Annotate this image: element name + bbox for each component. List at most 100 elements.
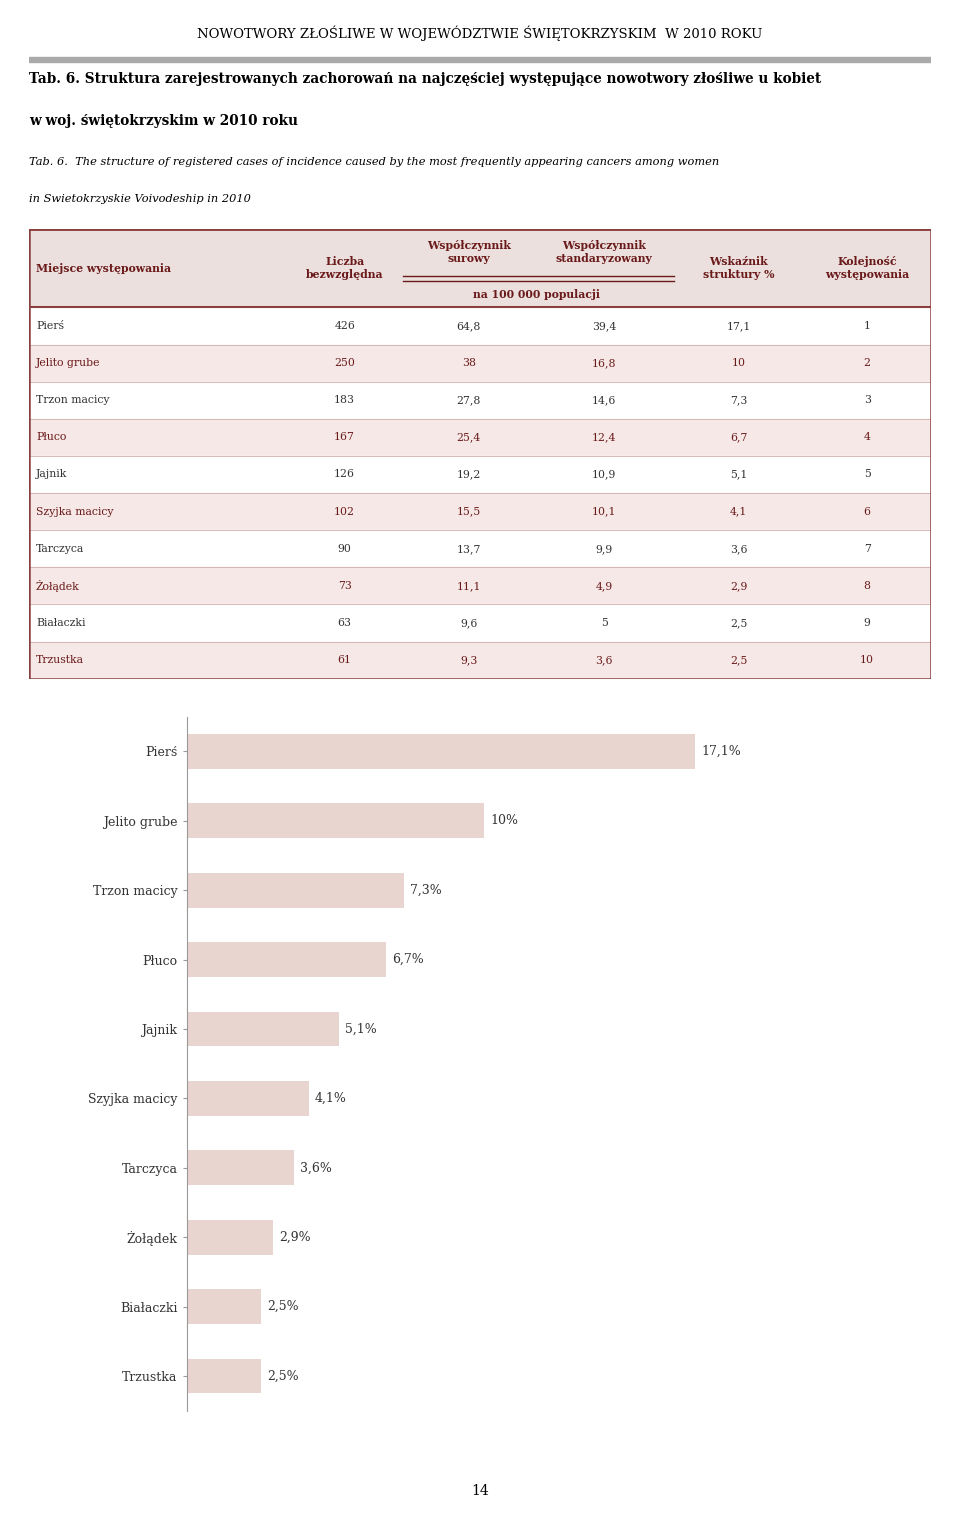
Text: 2: 2 <box>864 358 871 368</box>
Text: Wskaźnik
struktury %: Wskaźnik struktury % <box>703 256 775 281</box>
Text: 14,6: 14,6 <box>592 395 616 406</box>
Bar <box>29 493 931 531</box>
Bar <box>29 567 931 604</box>
Text: 90: 90 <box>338 544 351 554</box>
Text: 63: 63 <box>338 618 351 628</box>
Text: 250: 250 <box>334 358 355 368</box>
Text: 11,1: 11,1 <box>456 581 481 590</box>
Text: Miejsce występowania: Miejsce występowania <box>36 262 171 273</box>
Text: 13,7: 13,7 <box>457 544 481 554</box>
Text: 9,6: 9,6 <box>460 618 477 628</box>
Bar <box>29 642 931 679</box>
Text: 27,8: 27,8 <box>457 395 481 406</box>
Text: 126: 126 <box>334 470 355 479</box>
Text: Żołądek: Żołądek <box>36 580 80 592</box>
Text: 2,5%: 2,5% <box>268 1299 300 1313</box>
Text: NOWOTWORY ZŁOŚLIWE W WOJEWÓDZTWIE ŚWIĘTOKRZYSKIM  W 2010 ROKU: NOWOTWORY ZŁOŚLIWE W WOJEWÓDZTWIE ŚWIĘTO… <box>198 24 762 41</box>
Text: 17,1: 17,1 <box>727 322 751 331</box>
Text: 15,5: 15,5 <box>457 506 481 517</box>
Text: Trzon macicy: Trzon macicy <box>36 395 109 406</box>
Text: in Swietokrzyskie Voivodeship in 2010: in Swietokrzyskie Voivodeship in 2010 <box>29 194 251 204</box>
Text: Kolejność
występowania: Kolejność występowania <box>825 256 909 281</box>
Text: 10,1: 10,1 <box>591 506 616 517</box>
Text: Jajnik: Jajnik <box>36 470 67 479</box>
Text: 6: 6 <box>864 506 871 517</box>
Bar <box>187 1289 261 1324</box>
Text: 426: 426 <box>334 322 355 331</box>
Text: 12,4: 12,4 <box>592 433 616 442</box>
Text: 10: 10 <box>732 358 746 368</box>
Text: 73: 73 <box>338 581 351 590</box>
Text: 5,1: 5,1 <box>730 470 747 479</box>
Text: na 100 000 populacji: na 100 000 populacji <box>473 288 600 299</box>
Text: 3,6%: 3,6% <box>300 1161 332 1174</box>
Text: Szyjka macicy: Szyjka macicy <box>36 506 113 517</box>
Text: 10%: 10% <box>491 814 518 828</box>
Text: 4,1: 4,1 <box>730 506 747 517</box>
Bar <box>29 308 931 345</box>
Text: 2,5: 2,5 <box>730 656 747 665</box>
Text: 5: 5 <box>864 470 871 479</box>
Bar <box>187 804 485 839</box>
Text: 4: 4 <box>864 433 871 442</box>
Text: 10,9: 10,9 <box>592 470 616 479</box>
Text: Tab. 6. Struktura zarejestrowanych zachorowań na najczęściej występujące nowotwo: Tab. 6. Struktura zarejestrowanych zacho… <box>29 72 821 85</box>
Text: 64,8: 64,8 <box>457 322 481 331</box>
Text: 9,9: 9,9 <box>595 544 612 554</box>
Bar <box>29 345 931 381</box>
Text: 38: 38 <box>462 358 476 368</box>
Text: Białaczki: Białaczki <box>36 618 85 628</box>
Text: 8: 8 <box>864 581 871 590</box>
Text: 16,8: 16,8 <box>591 358 616 368</box>
Bar <box>187 1011 339 1046</box>
Bar <box>187 1359 261 1394</box>
Text: Współczynnik
standaryzowany: Współczynnik standaryzowany <box>556 241 653 264</box>
Text: 1: 1 <box>864 322 871 331</box>
Text: 61: 61 <box>338 656 351 665</box>
Text: 25,4: 25,4 <box>457 433 481 442</box>
Text: 4,1%: 4,1% <box>315 1092 347 1106</box>
Text: 7,3: 7,3 <box>730 395 747 406</box>
Text: 183: 183 <box>334 395 355 406</box>
Text: 3,6: 3,6 <box>595 656 612 665</box>
Bar <box>29 604 931 642</box>
Bar <box>29 531 931 567</box>
Text: 2,5: 2,5 <box>730 618 747 628</box>
Bar <box>187 1220 274 1255</box>
Text: 6,7%: 6,7% <box>393 953 424 967</box>
Text: Trzustka: Trzustka <box>36 656 84 665</box>
Bar <box>29 456 931 493</box>
Bar <box>187 872 404 907</box>
Text: 9: 9 <box>864 618 871 628</box>
Text: Płuco: Płuco <box>36 433 66 442</box>
Text: 3,6: 3,6 <box>730 544 747 554</box>
Text: 39,4: 39,4 <box>592 322 616 331</box>
Bar <box>187 1150 294 1185</box>
Text: 14: 14 <box>471 1484 489 1498</box>
Text: 5,1%: 5,1% <box>345 1022 376 1035</box>
Text: Tab. 6.  The structure of registered cases of incidence caused by the most frequ: Tab. 6. The structure of registered case… <box>29 157 719 168</box>
Text: 167: 167 <box>334 433 355 442</box>
Text: w woj. świętokrzyskim w 2010 roku: w woj. świętokrzyskim w 2010 roku <box>29 114 298 128</box>
Text: 3: 3 <box>864 395 871 406</box>
Text: 2,9: 2,9 <box>730 581 747 590</box>
Bar <box>187 734 695 769</box>
Text: 19,2: 19,2 <box>457 470 481 479</box>
Text: 2,5%: 2,5% <box>268 1369 300 1383</box>
Text: 7: 7 <box>864 544 871 554</box>
Bar <box>29 56 931 63</box>
Text: 9,3: 9,3 <box>460 656 477 665</box>
Text: Współczynnik
surowy: Współczynnik surowy <box>427 241 511 264</box>
Bar <box>29 229 931 308</box>
Text: 7,3%: 7,3% <box>410 883 442 897</box>
Text: Jelito grube: Jelito grube <box>36 358 101 368</box>
Bar <box>187 1081 309 1116</box>
Text: 5: 5 <box>601 618 608 628</box>
Text: 2,9%: 2,9% <box>279 1231 311 1244</box>
Text: Liczba
bezwzględna: Liczba bezwzględna <box>306 256 383 281</box>
Text: 4,9: 4,9 <box>595 581 612 590</box>
Text: 102: 102 <box>334 506 355 517</box>
Bar <box>187 942 386 978</box>
Bar <box>29 381 931 419</box>
Text: 10: 10 <box>860 656 875 665</box>
